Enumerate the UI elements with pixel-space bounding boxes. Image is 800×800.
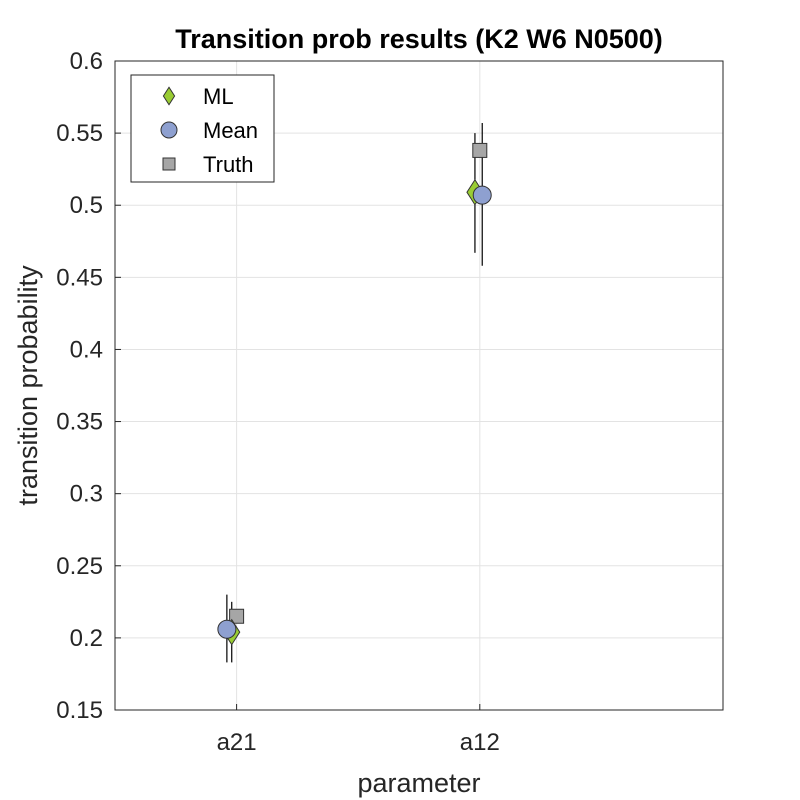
legend: ML Mean Truth	[130, 74, 275, 183]
ticks: 0.15 0.2 0.25 0.3 0.35 0.4 0.45 0.5 0.55 0.6 a21 a1…	[56, 48, 500, 756]
legend-label-mean: Mean	[203, 118, 258, 143]
point-truth-a12	[472, 142, 488, 158]
y-tick-label: 0.2	[70, 625, 103, 652]
y-tick-label: 0.25	[56, 553, 103, 580]
legend-marker-truth	[162, 157, 176, 171]
legend-box	[130, 74, 275, 183]
x-tick-label-a12: a12	[460, 729, 500, 756]
point-truth-a21	[229, 608, 245, 624]
y-tick-label: 0.6	[70, 48, 103, 75]
legend-label-ml: ML	[203, 84, 234, 109]
y-tick-label: 0.35	[56, 409, 103, 436]
y-tick-label: 0.15	[56, 697, 103, 724]
y-tick-label: 0.4	[70, 336, 103, 363]
y-tick-label: 0.45	[56, 264, 103, 291]
plot-area	[114, 60, 724, 711]
x-tick-label-a21: a21	[217, 729, 257, 756]
chart-title: Transition prob results (K2 W6 N0500)	[175, 24, 663, 54]
y-axis-title: transition probability	[13, 265, 43, 506]
y-tick-label: 0.55	[56, 120, 103, 147]
point-mean-a21	[217, 619, 237, 639]
marks	[217, 123, 492, 663]
y-tick-label: 0.5	[70, 192, 103, 219]
y-tick-label: 0.3	[70, 481, 103, 508]
legend-marker-ml	[162, 86, 176, 106]
x-axis-title: parameter	[357, 768, 480, 798]
legend-label-truth: Truth	[203, 152, 254, 177]
point-mean-a12	[472, 185, 492, 205]
legend-marker-mean	[160, 121, 178, 139]
